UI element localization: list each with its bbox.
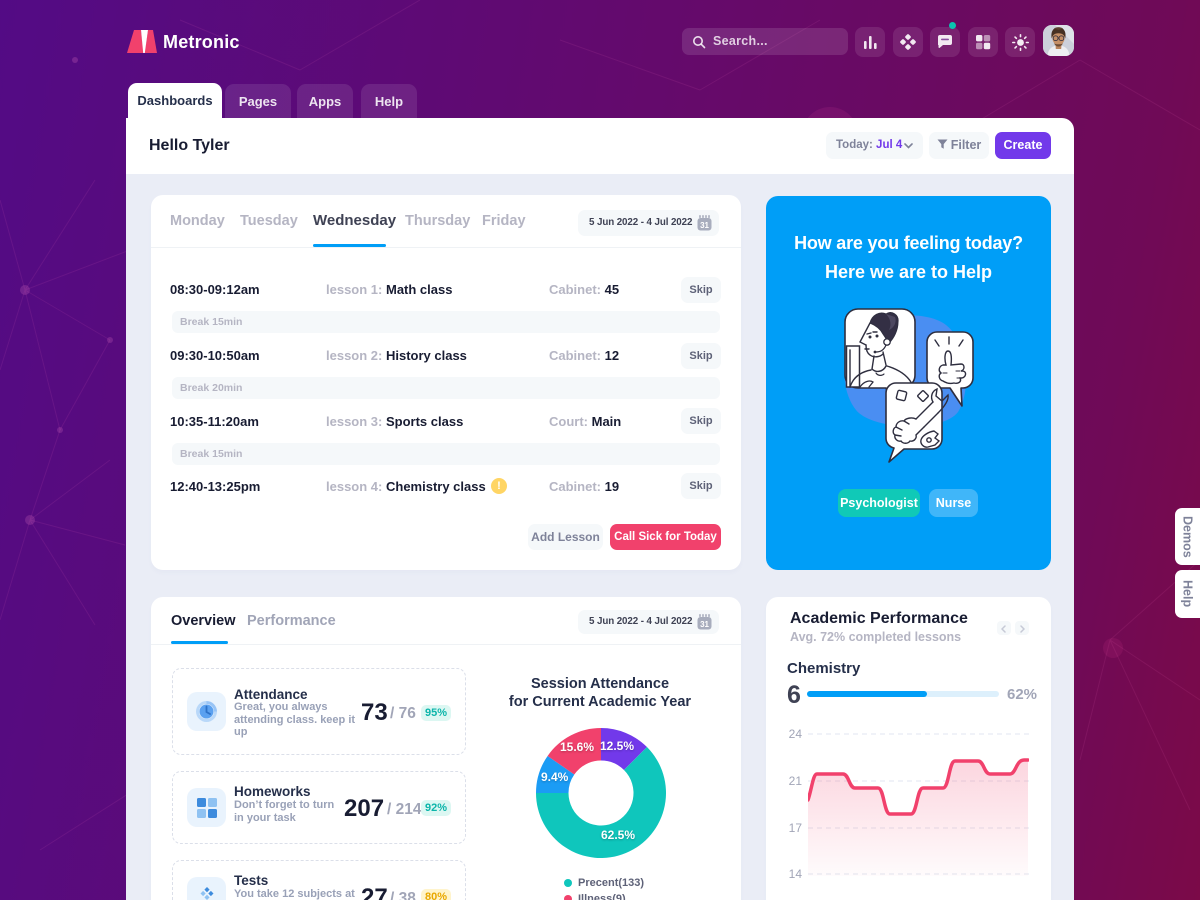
svg-text:31: 31 xyxy=(700,620,709,629)
svg-text:31: 31 xyxy=(700,221,709,230)
